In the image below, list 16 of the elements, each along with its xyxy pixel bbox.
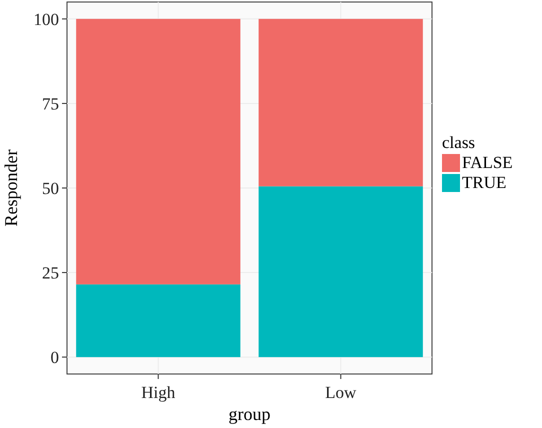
bar bbox=[258, 186, 423, 358]
y-tick-label: 50 bbox=[42, 178, 59, 198]
legend-title: class bbox=[442, 133, 476, 152]
bar bbox=[76, 284, 240, 358]
y-axis-title: Responder bbox=[1, 150, 21, 226]
x-tick-label: High bbox=[141, 383, 176, 402]
x-axis-title: group bbox=[228, 404, 270, 424]
bar bbox=[258, 18, 423, 186]
bar bbox=[76, 18, 240, 284]
y-tick-label: 0 bbox=[50, 348, 59, 368]
x-tick-label: Low bbox=[325, 383, 358, 402]
y-tick-label: 100 bbox=[34, 10, 59, 29]
y-tick-label: 75 bbox=[42, 94, 59, 114]
legend-label: FALSE bbox=[462, 153, 513, 172]
legend-label: TRUE bbox=[462, 173, 506, 192]
y-tick-label: 25 bbox=[42, 263, 59, 282]
